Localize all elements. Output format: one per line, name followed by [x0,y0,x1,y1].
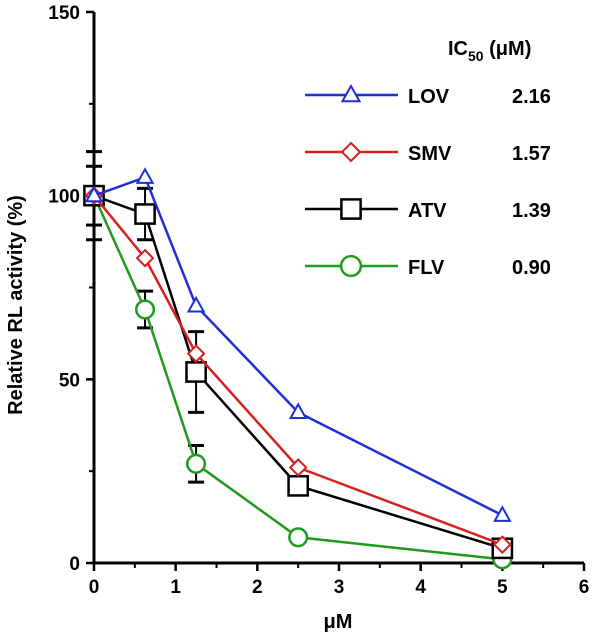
axes: 0 1 2 3 4 5 6 0 50 100 150 [48,3,589,598]
legend-marker [340,141,362,163]
data-point [84,185,104,203]
legend-header-subscript: 50 [468,48,484,64]
data-point [288,458,308,477]
data-point [287,475,310,497]
series-layer [83,150,514,570]
x-axis-label: μM [324,611,353,633]
legend-marker [340,198,362,220]
legend-item-smv: SMV 1.57 [305,141,551,165]
x-tick-label: 5 [497,577,508,598]
legend-label: ATV [408,200,447,222]
legend-ic50: 1.57 [512,143,551,165]
data-point [185,361,207,383]
legend-item-atv: ATV 1.39 [305,198,551,222]
legend-item-flv: FLV 0.90 [305,254,551,279]
legend: IC50 (μM) LOV 2.16 SMV 1.57 ATV 1.39 FLV 0.90 [305,38,551,279]
data-point [134,203,156,225]
x-tick-label: 0 [89,577,100,598]
legend-header-suffix: (μM) [484,38,532,60]
data-point [186,344,206,364]
series-line [92,195,503,561]
data-point [288,402,308,419]
legend-marker [339,254,363,278]
series-smv [84,186,512,555]
legend-label: LOV [408,86,450,108]
series-atv [83,164,514,560]
legend-ic50: 0.90 [512,257,551,279]
legend-ic50: 1.39 [512,200,551,222]
x-tick-label: 1 [170,577,181,598]
x-tick-label: 4 [415,577,426,598]
legend-header: IC50 (μM) [448,38,531,64]
data-point [134,299,156,320]
legend-marker [340,83,362,103]
data-point [186,295,206,313]
data-point [135,248,155,268]
data-point [288,527,309,548]
y-tick-label: 50 [59,370,80,391]
y-tick-label: 0 [69,554,80,575]
data-point [492,535,512,555]
legend-ic50: 2.16 [512,86,551,108]
legend-label: SMV [408,143,452,165]
x-tick-label: 3 [334,577,345,598]
series-lov [84,167,512,522]
legend-header-prefix: IC [448,38,468,60]
y-tick-label: 100 [48,187,80,208]
data-point [186,453,207,474]
legend-label: FLV [408,257,445,279]
data-point [135,167,155,184]
y-tick-label: 150 [48,3,80,24]
data-point [493,505,512,522]
x-tick-label: 2 [252,577,263,598]
x-tick-label: 6 [579,577,590,598]
legend-item-lov: LOV 2.16 [305,83,551,108]
y-axis-label: Relative RL activity (%) [5,195,27,415]
